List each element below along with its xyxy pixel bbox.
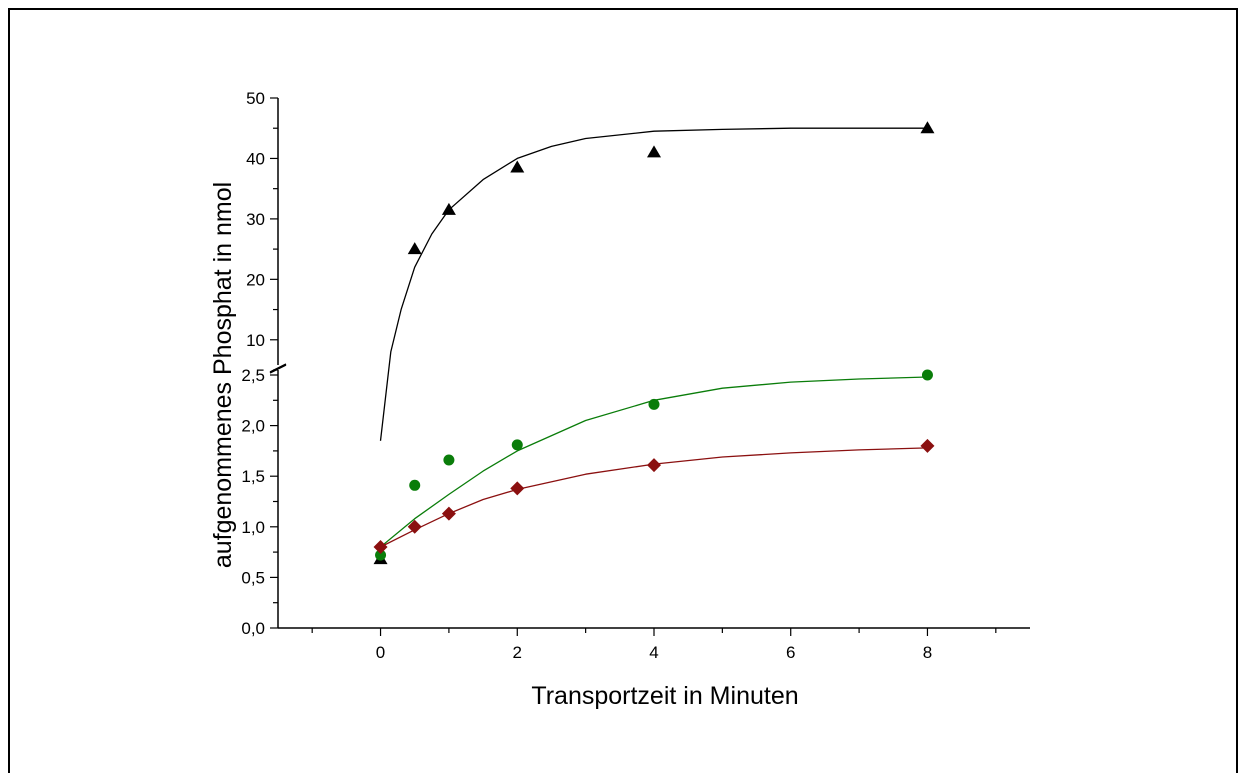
- x-tick-label: 8: [923, 643, 932, 662]
- diamond-marker: [510, 481, 525, 496]
- diamond-marker: [647, 458, 661, 473]
- triangle-marker: [441, 202, 456, 215]
- axis-break-mark: [269, 363, 287, 373]
- fit-curve-triangle: [379, 127, 928, 441]
- phosphate-uptake-chart: 0 2 4 6 8 0,0 0,5 1,0 1,5 2,0 2,5 10 20 30 40 50 Transp…: [209, 89, 1030, 710]
- x-tick-label: 0: [376, 643, 385, 662]
- y-tick-label: 0,5: [241, 568, 265, 587]
- y-tick-label: 10: [246, 331, 265, 350]
- diamond-marker: [920, 438, 935, 453]
- axis-break-mark: [269, 364, 287, 374]
- data-markers: [373, 121, 935, 565]
- circle-marker: [375, 549, 387, 561]
- diamond-marker: [441, 506, 456, 521]
- triangle-marker: [510, 160, 525, 173]
- y-tick-label: 2,0: [241, 417, 265, 436]
- x-tick-label: 2: [513, 643, 522, 662]
- fit-curve-diamond: [380, 447, 928, 548]
- circle-marker: [443, 454, 455, 466]
- triangle-marker: [647, 145, 661, 158]
- y-tick-label: 2,5: [241, 366, 265, 385]
- x-axis-title: Transportzeit in Minuten: [531, 682, 798, 710]
- fit-curves: [379, 127, 928, 548]
- circle-marker: [409, 479, 421, 491]
- circle-marker: [511, 439, 523, 451]
- fit-curve-circle: [380, 376, 928, 548]
- y-tick-label: 30: [246, 210, 265, 229]
- circle-marker: [921, 369, 933, 381]
- circle-marker: [648, 398, 660, 410]
- y-tick-label: 20: [246, 270, 265, 289]
- diamond-marker: [373, 540, 388, 555]
- axes: 0 2 4 6 8 0,0 0,5 1,0 1,5 2,0 2,5 10 20 30 40 50: [241, 89, 1030, 662]
- triangle-marker: [407, 242, 422, 255]
- diamond-marker: [407, 519, 422, 534]
- x-tick-label: 4: [649, 643, 658, 662]
- y-tick-label: 0,0: [241, 619, 265, 638]
- figure-frame: 0 2 4 6 8 0,0 0,5 1,0 1,5 2,0 2,5 10 20 30 40 50 Transp…: [8, 8, 1238, 773]
- y-axis-title: aufgenommenes Phosphat in nmol: [209, 182, 237, 568]
- x-tick-label: 6: [786, 643, 795, 662]
- y-tick-label: 1,0: [241, 518, 265, 537]
- triangle-marker: [920, 121, 935, 134]
- y-tick-label: 50: [246, 89, 265, 108]
- y-tick-label: 40: [246, 149, 265, 168]
- y-tick-label: 1,5: [241, 467, 265, 486]
